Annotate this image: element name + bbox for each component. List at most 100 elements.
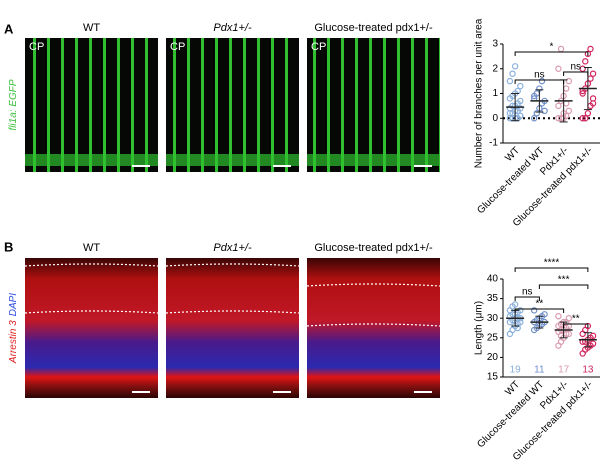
data-point [555,65,562,72]
data-point [530,307,538,314]
image-title: WT [83,242,100,254]
significance-bracket [514,267,589,272]
data-point [589,340,597,347]
data-point [584,110,592,117]
micrograph [25,258,158,398]
significance-label: * [550,42,554,53]
data-point [565,77,573,85]
image-corner-label: CP [29,41,44,53]
x-tick-label: WT [503,379,522,398]
data-point [555,102,562,110]
side-label-part: DAPI [8,293,19,317]
side-label: fli1a: EGFP [8,79,19,130]
y-axis-label: Number of branches per unit area [474,18,485,168]
n-label: 19 [510,365,522,376]
side-label: Arrestin 3 DAPI [8,293,19,364]
image-title: WT [83,22,100,34]
data-point [517,97,524,105]
y-tick-label: 2 [492,63,498,74]
micrograph [166,258,299,398]
image-title: Pdx1+/- [213,22,252,34]
data-point [514,324,521,332]
y-tick-label: 40 [487,274,499,285]
image-title: Pdx1+/- [213,242,252,254]
data-point [587,45,594,53]
n-label: 11 [534,365,545,376]
significance-label: ns [522,287,533,298]
y-axis-label: Length (μm) [474,301,485,355]
data-point [563,85,570,92]
data-point [517,82,524,90]
data-point [541,107,548,115]
data-point [517,112,524,119]
y-tick-label: 0 [492,113,498,124]
data-point [533,110,540,117]
y-tick-label: 30 [487,313,499,324]
data-point [589,332,597,340]
significance-bracket [514,296,540,301]
data-point [587,75,594,82]
y-tick-label: 25 [487,332,499,343]
data-point [517,105,524,112]
data-point [555,313,562,320]
data-point [579,90,586,97]
data-point [579,65,586,72]
significance-bracket [514,308,565,313]
data-point [565,330,573,338]
significance-label: ns [570,62,581,73]
n-label: 13 [582,365,594,376]
significance-label: *** [558,275,570,286]
micrograph-base [307,154,440,166]
significance-label: ns [534,70,545,81]
significance-label: ** [535,299,543,310]
panel-letter: B [4,239,13,254]
image-corner-label: CP [311,41,326,53]
image-corner-label: CP [170,41,185,53]
y-tick-label: 20 [487,352,499,363]
data-point [589,100,597,107]
data-point [582,115,589,122]
data-point [509,70,516,77]
data-point [538,77,546,85]
micrograph [25,38,158,172]
data-point [511,301,519,308]
data-point [582,58,589,65]
data-point [579,115,586,122]
data-point [506,77,514,85]
x-tick-label: WT [503,145,522,164]
side-label-part: Arrestin 3 [8,320,19,364]
data-point [589,70,597,77]
y-tick-label: 35 [487,293,499,304]
significance-label: ** [572,314,580,325]
micrograph [307,38,440,172]
panel-letter: A [4,21,14,36]
data-point [584,322,592,330]
significance-bracket [514,51,589,56]
significance-bracket [514,79,565,84]
y-tick-label: 15 [487,372,499,383]
y-tick-label: -1 [489,138,498,149]
data-point [530,92,538,100]
side-label-part: fli1a: EGFP [8,79,19,130]
micrograph [166,38,299,172]
significance-label: **** [544,258,560,269]
data-point [557,45,565,53]
micrograph-base [166,154,299,166]
significance-bracket [563,71,589,76]
n-label: 17 [558,365,570,376]
micrograph [307,258,440,398]
data-point [565,315,573,322]
image-title: Glucose-treated pdx1+/- [314,22,433,34]
data-point [511,63,519,70]
data-point [584,50,592,58]
micrograph-base [25,154,158,166]
y-tick-label: 3 [492,39,498,50]
significance-bracket [538,284,589,289]
y-tick-label: 1 [492,88,498,99]
data-point [530,115,538,122]
image-title: Glucose-treated pdx1+/- [314,242,433,254]
data-point [565,107,573,115]
data-point [541,311,548,318]
